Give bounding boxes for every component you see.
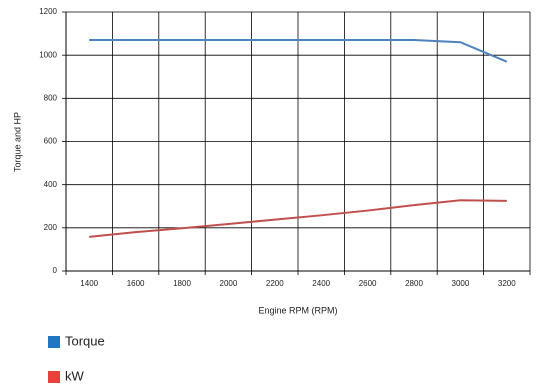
x-tick-label: 3200: [498, 279, 516, 288]
x-tick-label: 2400: [312, 279, 330, 288]
line-series: [89, 199, 507, 238]
x-tick-label: 2600: [359, 279, 377, 288]
legend-swatch: [48, 371, 60, 383]
legend-label: kW: [65, 368, 85, 383]
y-tick-label: 1200: [39, 7, 57, 16]
y-tick-label: 1000: [39, 50, 57, 59]
y-tick-label: 600: [44, 137, 58, 146]
x-tick-label: 2000: [220, 279, 238, 288]
x-axis-title: Engine RPM (RPM): [258, 305, 337, 315]
x-tick-label: 1800: [173, 279, 191, 288]
y-tick-label: 200: [44, 223, 58, 232]
x-tick-label: 2800: [405, 279, 423, 288]
line-series: [89, 39, 508, 63]
legend-label: Torque: [65, 333, 105, 348]
y-axis-title: Torque and HP: [12, 112, 22, 172]
x-tick-label: 1600: [127, 279, 145, 288]
legend-swatch: [48, 336, 60, 348]
y-tick-label: 0: [53, 266, 58, 275]
x-tick-label: 1400: [80, 279, 98, 288]
y-tick-label: 800: [44, 93, 58, 102]
x-tick-label: 2200: [266, 279, 284, 288]
y-tick-label: 400: [44, 180, 58, 189]
x-tick-label: 3000: [452, 279, 470, 288]
